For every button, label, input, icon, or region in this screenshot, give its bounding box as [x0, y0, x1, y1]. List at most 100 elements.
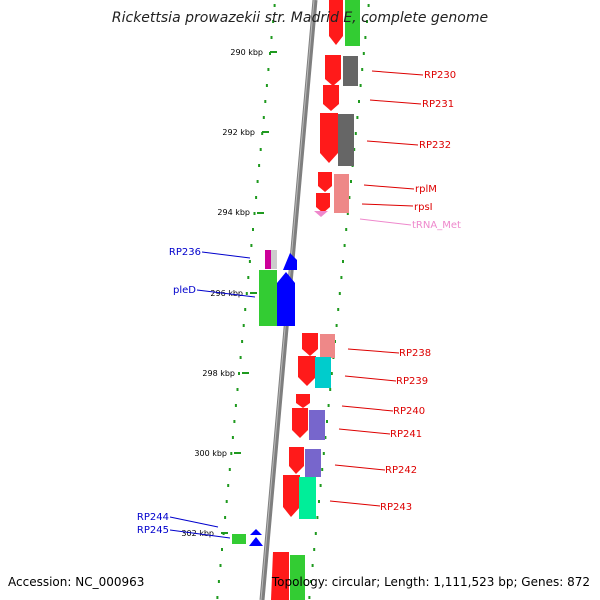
gene-arrow: [271, 552, 289, 600]
track-dot: [225, 500, 228, 503]
track-dot: [343, 244, 346, 247]
track-dot: [219, 564, 222, 567]
track-dot: [227, 484, 230, 487]
leader-line: [196, 289, 256, 298]
gene-arrow: [296, 394, 310, 408]
leader-line: [201, 251, 251, 259]
gene-label-rp240: RP240: [393, 406, 425, 417]
gene-block: [271, 250, 277, 269]
track-dot: [338, 292, 341, 295]
track-dot: [337, 308, 340, 311]
gene-block: [259, 270, 277, 326]
gene-block: [305, 449, 321, 477]
gene-label-rp242: RP242: [385, 465, 417, 476]
track-dot: [316, 516, 319, 519]
track-dot: [252, 228, 254, 231]
gene-arrow: [320, 113, 338, 163]
track-dot: [318, 500, 320, 503]
gene-label-rp245: RP245: [137, 525, 169, 536]
track-dot: [313, 548, 316, 551]
track-dot: [264, 100, 267, 103]
leader-line: [169, 529, 231, 539]
trna-mark: [314, 211, 328, 217]
leader-line: [363, 184, 415, 190]
track-dot: [346, 212, 349, 215]
track-dot: [272, 20, 275, 23]
track-dot: [269, 52, 271, 55]
label-leader-lines: [169, 70, 424, 539]
scale-tick: 294 kbp: [217, 208, 264, 217]
tick-label: 292 kbp: [222, 128, 255, 137]
track-dot: [353, 148, 356, 151]
gene-label-rp230: RP230: [424, 70, 456, 81]
gene-arrow: [298, 356, 316, 386]
track-dot: [322, 452, 325, 455]
gene-block: [338, 114, 354, 166]
track-dot: [244, 308, 247, 311]
gene-label-rp232: RP232: [419, 140, 451, 151]
track-dot: [234, 404, 237, 407]
gene-arrow: [316, 193, 330, 213]
gene-block: [315, 357, 331, 388]
leader-line: [329, 500, 381, 507]
track-dot: [248, 260, 251, 263]
leader-line: [344, 375, 397, 382]
leader-line: [361, 203, 414, 207]
track-dot: [230, 452, 233, 455]
gene-arrow: [283, 253, 297, 270]
track-dot: [267, 68, 270, 71]
track-dot: [342, 260, 344, 263]
gene-arrow: [325, 55, 341, 86]
gene-arrow: [329, 0, 343, 45]
gene-label-rp239: RP239: [396, 376, 428, 387]
tick-label: 298 kbp: [202, 369, 235, 378]
track-dot: [242, 324, 245, 327]
gene-label-rp244: RP244: [137, 512, 169, 523]
track-dot: [326, 420, 328, 423]
track-dot: [255, 196, 258, 199]
track-dot: [308, 596, 311, 599]
track-dot: [314, 532, 317, 535]
gene-arrow: [283, 475, 300, 517]
track-dot: [217, 580, 220, 583]
track-dot: [239, 356, 242, 359]
track-dot: [356, 116, 359, 119]
map-title: Rickettsia prowazekii str. Madrid E, com…: [112, 10, 488, 26]
gene-block: [232, 534, 246, 544]
track-dot: [238, 372, 240, 375]
leader-line: [371, 70, 424, 76]
gene-block: [299, 477, 316, 519]
track-dot: [361, 68, 364, 71]
gene-features: [232, 0, 360, 600]
track-dot: [250, 244, 253, 247]
track-dot: [228, 468, 231, 471]
track-dot: [261, 132, 264, 135]
gene-arrow: [249, 537, 263, 546]
tick-label: 290 kbp: [230, 48, 263, 57]
gene-arrow: [302, 333, 318, 356]
gene-labels-left: RP236 pleD RP244 RP245: [137, 247, 201, 536]
track-dot: [319, 484, 322, 487]
tick-label: 294 kbp: [217, 208, 250, 217]
track-dot: [321, 468, 324, 471]
leader-line: [366, 140, 419, 146]
track-dot: [345, 228, 348, 231]
track-dot: [216, 596, 219, 599]
leader-line: [369, 99, 422, 105]
track-dot: [367, 4, 370, 7]
track-dot: [247, 276, 250, 279]
track-dot: [358, 100, 360, 103]
track-dot: [258, 164, 261, 167]
scale-tick: 300 kbp: [194, 449, 241, 458]
gene-block: [345, 0, 360, 46]
gene-label-rp236: RP236: [169, 247, 201, 258]
track-dot: [231, 436, 234, 439]
track-dot: [311, 564, 314, 567]
leader-line: [334, 464, 386, 471]
track-dot: [329, 388, 332, 391]
gene-block: [265, 250, 271, 269]
leader-line: [359, 218, 412, 226]
track-dot: [233, 420, 236, 423]
track-dot: [236, 388, 239, 391]
scale-tick: 290 kbp: [230, 48, 277, 57]
